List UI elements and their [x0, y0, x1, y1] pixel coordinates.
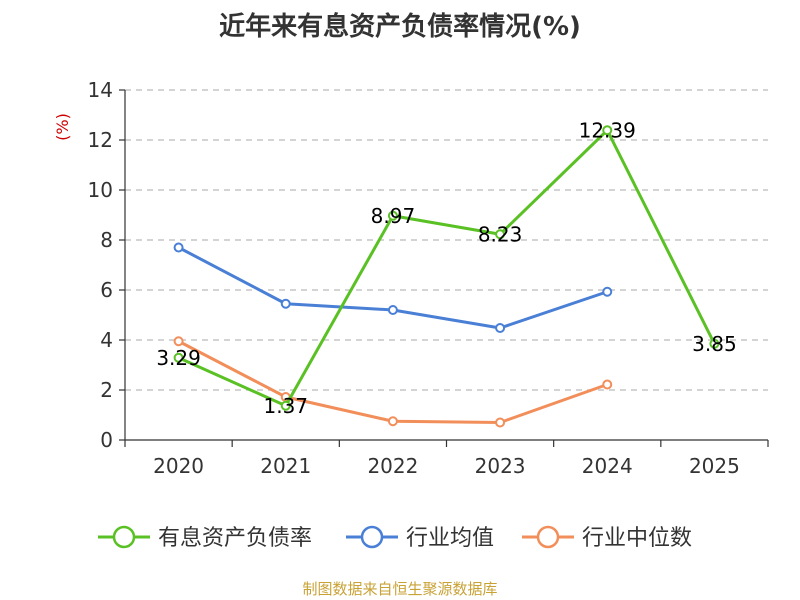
- data-labels: 3.29 1.37 8.97 8.23 12.39 3.85: [156, 118, 736, 418]
- data-point: [602, 286, 613, 297]
- data-label: 3.85: [692, 332, 737, 356]
- legend-swatch-marker: [360, 525, 384, 549]
- y-tick-label: 14: [88, 78, 113, 102]
- data-point: [387, 305, 398, 315]
- x-tick-label: 2020: [153, 454, 204, 478]
- y-axis-unit: (%): [53, 113, 72, 141]
- source-note: 制图数据来自恒生聚源数据库: [302, 580, 498, 598]
- x-tick-label: 2023: [475, 454, 526, 478]
- legend-swatch-marker: [112, 525, 136, 549]
- y-tick-label: 10: [88, 178, 113, 202]
- y-tick-label: 0: [100, 428, 113, 452]
- data-point: [602, 379, 613, 390]
- data-point: [495, 229, 506, 240]
- y-tick-label: 4: [100, 328, 113, 352]
- y-tick-label: 6: [100, 278, 113, 302]
- data-point: [602, 125, 613, 136]
- legend-swatch-marker: [536, 525, 560, 549]
- legend-label: 行业均值: [406, 526, 494, 551]
- data-point: [495, 417, 506, 428]
- data-point: [173, 352, 184, 363]
- data-point: [387, 210, 398, 221]
- data-point: [280, 400, 291, 411]
- legend: 有息资产负债率 行业均值 行业中位数: [98, 525, 692, 551]
- data-label: 1.37: [263, 394, 308, 418]
- series-layer: [173, 125, 720, 428]
- y-tick-label: 12: [88, 128, 113, 152]
- data-label: 3.29: [156, 346, 201, 370]
- series-line: [177, 339, 608, 424]
- grid-lines: [125, 89, 768, 391]
- data-point: [709, 338, 720, 349]
- data-point: [173, 336, 184, 347]
- data-label: 8.97: [371, 204, 416, 228]
- data-point: [173, 242, 184, 253]
- series-line: [177, 246, 608, 330]
- y-tick-label: 8: [100, 228, 113, 252]
- series-line: [177, 128, 716, 408]
- x-tick-label: 2025: [689, 454, 740, 478]
- chart-title: 近年来有息资产负债率情况(%): [219, 12, 581, 42]
- data-label: 12.39: [579, 118, 636, 142]
- axes: 0 2 4 6 8 10 12 14 2020 2021 2022 2023 2024 2025 (%): [53, 78, 769, 478]
- x-tick-label: 2021: [260, 454, 311, 478]
- data-point: [387, 416, 398, 427]
- data-point: [280, 298, 291, 309]
- y-tick-label: 2: [100, 378, 113, 402]
- legend-label: 行业中位数: [582, 526, 692, 551]
- data-label: 8.23: [478, 222, 523, 246]
- x-tick-label: 2022: [367, 454, 418, 478]
- data-point: [495, 323, 506, 333]
- x-tick-label: 2024: [582, 454, 633, 478]
- legend-label: 有息资产负债率: [158, 526, 312, 551]
